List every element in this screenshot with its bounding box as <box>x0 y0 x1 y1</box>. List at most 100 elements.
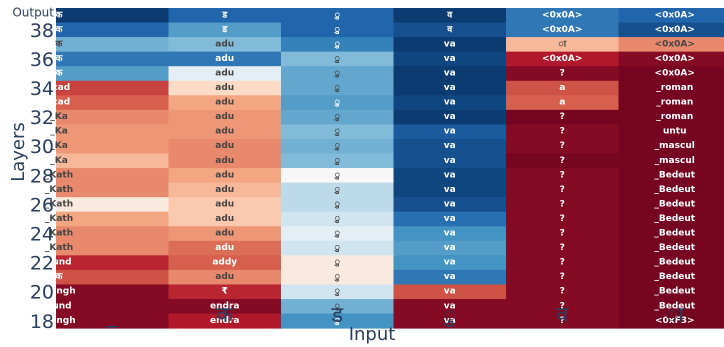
cell-label: adu <box>215 112 234 122</box>
cell-label: ु <box>334 98 341 108</box>
cell-label: a <box>559 98 565 108</box>
cell-label: adu <box>215 54 234 64</box>
cell-label: <0x0A> <box>655 68 695 78</box>
heatmap-cell <box>618 299 724 315</box>
heatmap-cell <box>618 211 724 227</box>
cell-label: untu <box>663 127 687 137</box>
cell-label: va <box>444 112 456 122</box>
cell-label: ु <box>334 199 341 209</box>
cell-label: <0x0A> <box>655 54 695 64</box>
cell-label: va <box>444 199 456 209</box>
heatmap-cell <box>393 255 507 271</box>
heatmap-cell <box>281 138 394 154</box>
cell-label: ु <box>334 301 341 311</box>
heatmap-cell <box>168 51 282 67</box>
heatmap-cell <box>618 240 724 256</box>
cell-label: va <box>444 39 456 49</box>
cell-label: ? <box>560 243 565 253</box>
cell-label: a <box>559 83 565 93</box>
cell-label: _Bedeut <box>654 272 695 282</box>
x-axis-title: Input <box>349 324 396 345</box>
heatmap-cell <box>618 138 724 154</box>
x-tick-label: व <box>556 303 569 328</box>
heatmap-cell <box>393 168 507 184</box>
cell-label: adu <box>215 98 234 108</box>
heatmap-cell <box>281 269 394 285</box>
cell-label: <0x0A> <box>655 25 695 35</box>
cell-label: क <box>55 68 64 78</box>
cell-label: _Bedeut <box>654 243 695 253</box>
heatmap-cell <box>56 255 169 271</box>
cell-label: va <box>444 98 456 108</box>
cell-label: va <box>444 301 456 311</box>
cell-label: ु <box>334 272 341 282</box>
heatmap-cell <box>56 95 169 111</box>
heatmap-cell <box>168 66 282 82</box>
heatmap-cell <box>506 211 619 227</box>
cell-label: va <box>444 316 456 326</box>
heatmap-cell <box>393 197 507 213</box>
heatmap-cell <box>281 240 394 256</box>
heatmap-cell <box>506 197 619 213</box>
cell-label: va <box>444 156 456 166</box>
cell-label: ु <box>334 214 341 224</box>
heatmap-cell <box>168 240 282 256</box>
cell-label: ु <box>334 39 341 49</box>
cell-label: क <box>55 39 64 49</box>
heatmap-cell <box>168 153 282 169</box>
cell-label: adu <box>215 83 234 93</box>
heatmap-cell <box>506 37 619 53</box>
heatmap-cell <box>168 138 282 154</box>
y-tick-label: 34 <box>30 78 54 100</box>
cell-label: ? <box>560 127 565 137</box>
heatmap-cell <box>56 269 169 285</box>
cell-label: kund <box>46 301 71 311</box>
y-tick-label: 32 <box>30 107 54 129</box>
cell-label: va <box>444 185 456 195</box>
heatmap-cell <box>281 284 394 300</box>
cell-label: _Bedeut <box>654 185 695 195</box>
cell-label: _Ka <box>50 127 68 137</box>
heatmap-cell <box>168 226 282 242</box>
heatmap-cell <box>506 182 619 198</box>
cell-label: ? <box>560 229 565 239</box>
y-tick-label: 26 <box>30 194 54 216</box>
x-tick-labels: _ क डु वा <box>106 303 685 328</box>
x-tick-label: _ <box>106 303 119 328</box>
heatmap-cell <box>618 8 724 24</box>
heatmap-cell <box>281 153 394 169</box>
cell-label: व <box>446 25 453 35</box>
heatmap-cell <box>506 299 619 315</box>
cell-label: <0xF3> <box>655 316 695 326</box>
x-tick-label: क <box>216 303 234 328</box>
y-tick-label: 38 <box>30 20 54 42</box>
cell-label: va <box>444 127 456 137</box>
cell-label: adu <box>215 39 234 49</box>
heatmap-cell <box>56 168 169 184</box>
cell-label: va <box>444 83 456 93</box>
heatmap-cell <box>281 255 394 271</box>
heatmap-cell <box>393 226 507 242</box>
cell-label: _Ka <box>50 156 68 166</box>
cell-label: ? <box>560 112 565 122</box>
heatmap-cell <box>168 182 282 198</box>
x-tick-label: ड <box>330 303 343 328</box>
heatmap-cell <box>281 313 394 329</box>
cell-label: va <box>444 258 456 268</box>
cell-label: ? <box>560 156 565 166</box>
heatmap-cell <box>56 124 169 140</box>
heatmap-cell <box>281 299 394 315</box>
cell-label: _Bedeut <box>654 301 695 311</box>
heatmap-cell <box>393 124 507 140</box>
heatmap-cell <box>281 66 394 82</box>
heatmap-cell <box>168 37 282 53</box>
cell-label: ? <box>560 287 565 297</box>
cell-label: adu <box>215 185 234 195</box>
heatmap-cell <box>393 109 507 125</box>
cell-label: va <box>444 141 456 151</box>
cell-label: ु <box>334 127 341 137</box>
cell-label: adu <box>215 156 234 166</box>
cell-label: _Kath <box>45 185 73 195</box>
heatmap-cell <box>393 22 507 38</box>
cell-label: _roman <box>656 83 693 93</box>
